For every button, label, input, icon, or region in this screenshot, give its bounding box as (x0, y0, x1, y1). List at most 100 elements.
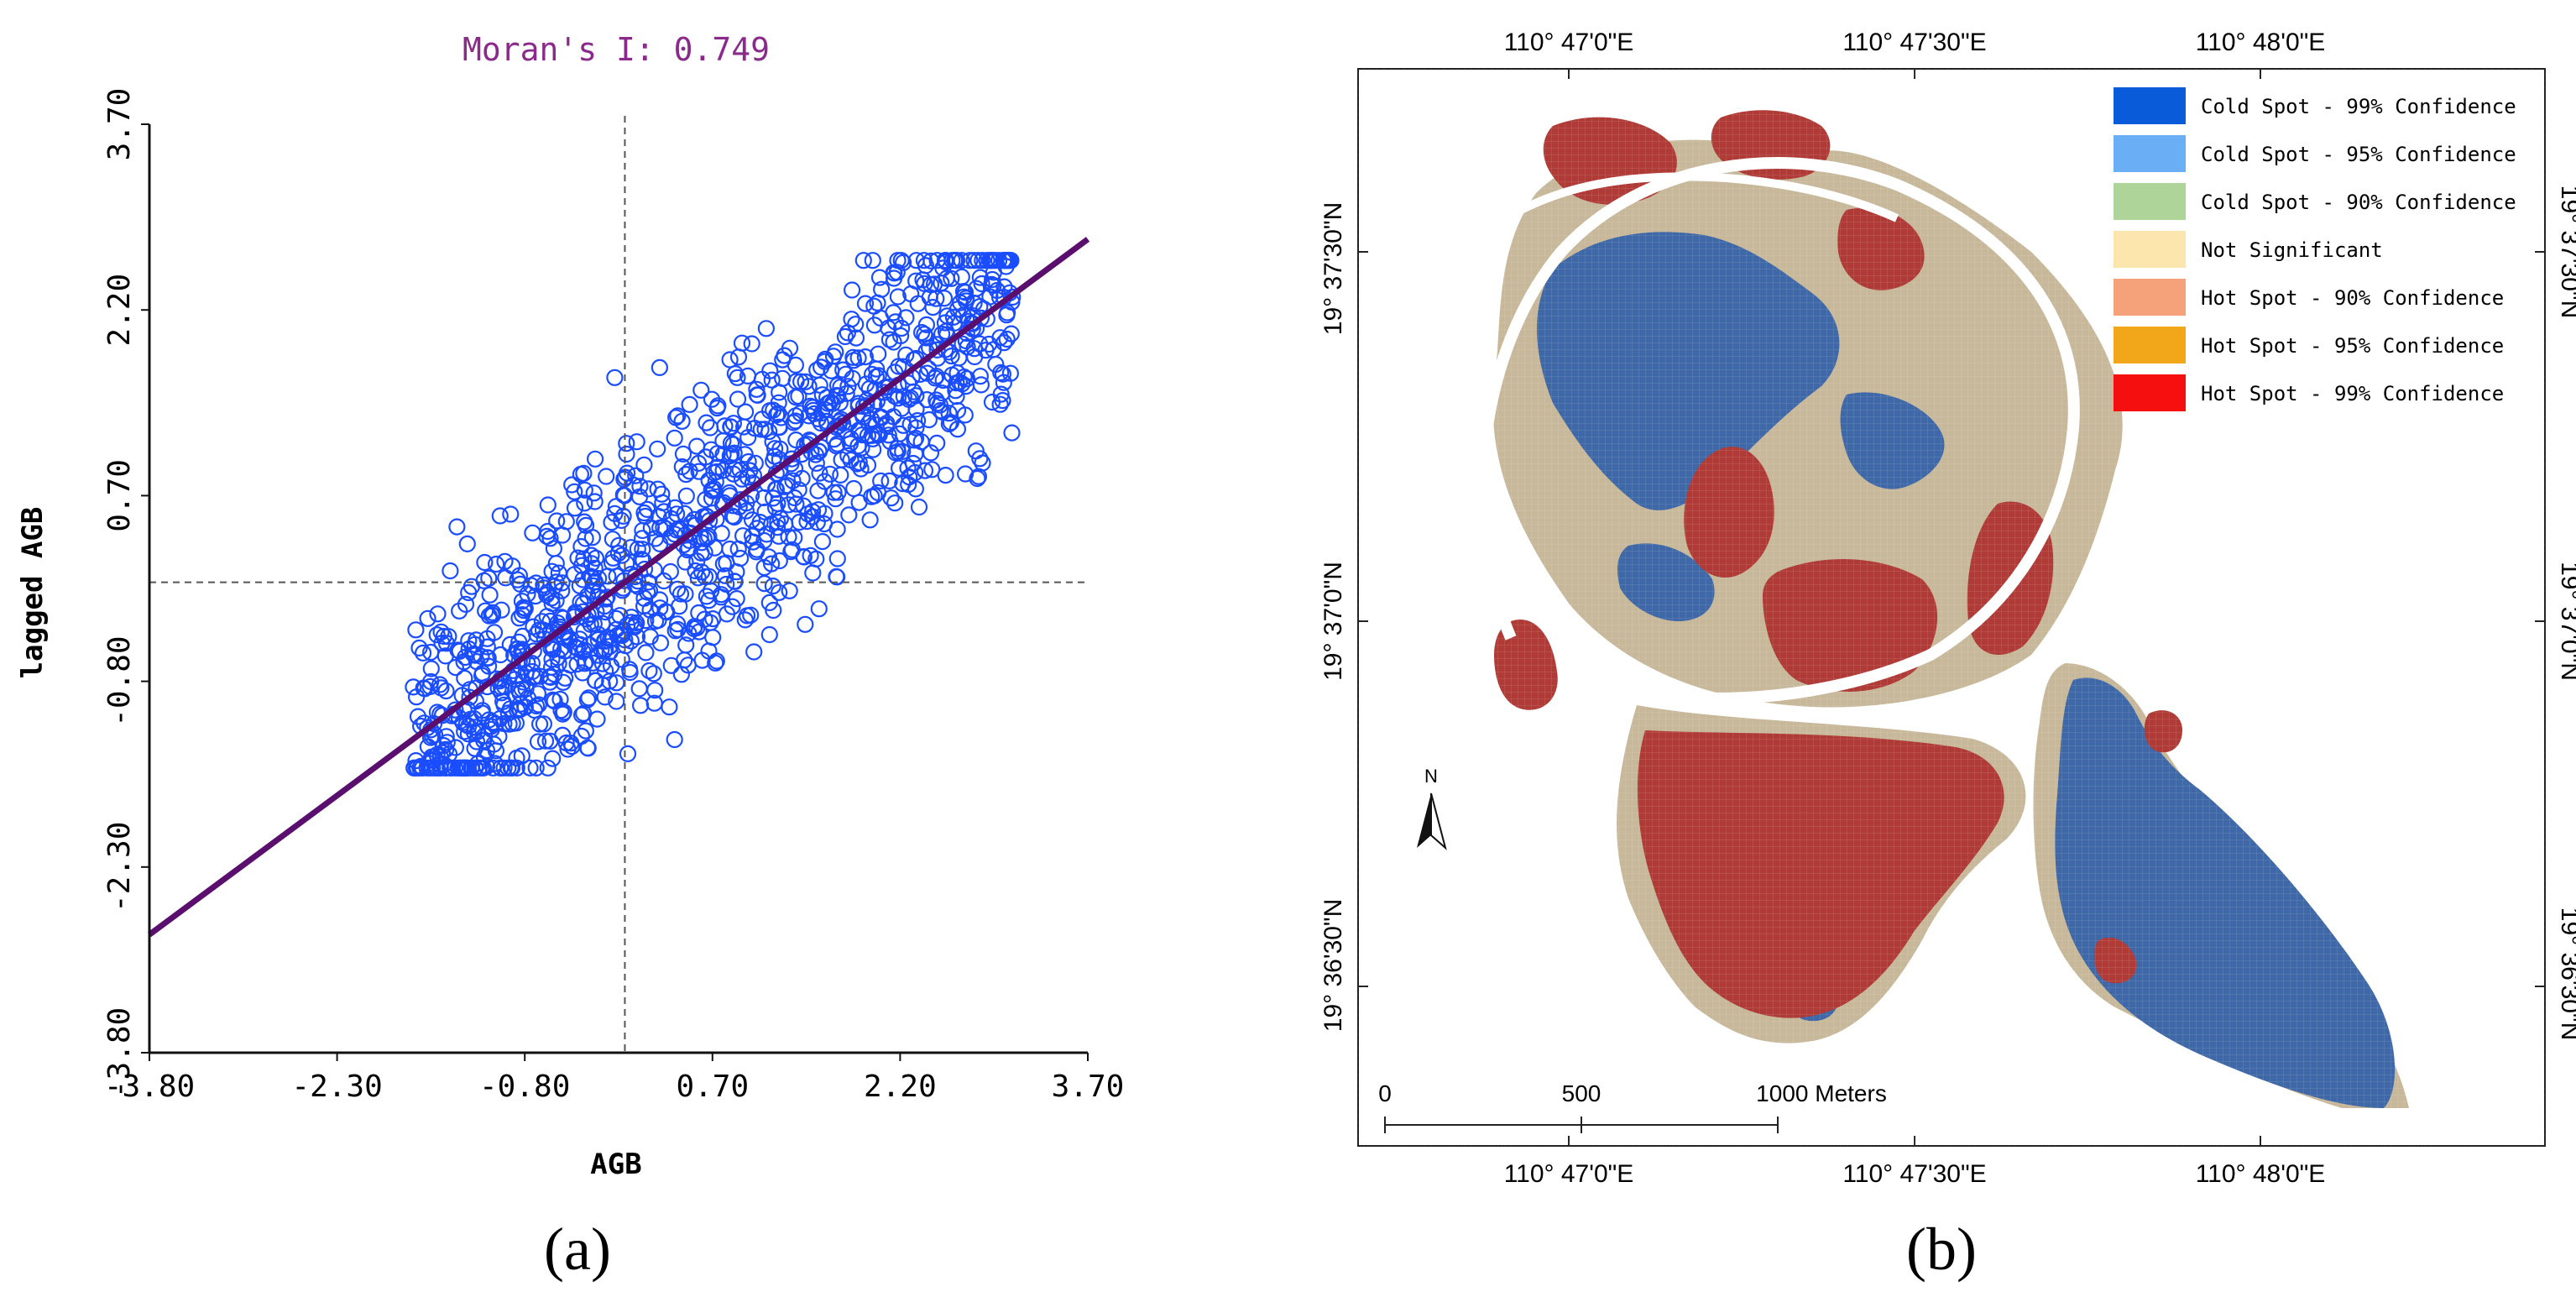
scatter-point (635, 597, 653, 615)
scatter-point (545, 540, 563, 557)
scatter-point (864, 252, 881, 269)
scatter-point (918, 364, 936, 382)
scatter-point (828, 550, 846, 567)
scatter-point (704, 629, 722, 646)
scatter-point (972, 309, 990, 327)
scatter-point (543, 589, 561, 607)
moran-title: Moran's I: 0.749 (462, 31, 770, 68)
x-tick-label: -2.30 (291, 1070, 382, 1104)
scatter-point (998, 330, 1016, 348)
scatter-point (646, 612, 665, 630)
scatter-point (924, 299, 942, 316)
scatter-point (734, 527, 752, 545)
scatter-point (733, 334, 751, 352)
scatter-point (709, 397, 727, 415)
scatter-point (662, 656, 680, 674)
scatter-point (870, 269, 889, 286)
scatter-point (856, 348, 875, 366)
scatter-point (815, 515, 833, 533)
panel-b-hotspot-map: 110° 47'0"E 110° 47'30"E 110° 48'0"E 110… (1319, 29, 2576, 1283)
scatter-point (765, 401, 782, 419)
scatter-point (920, 411, 938, 429)
scatter-point (672, 666, 691, 683)
scatter-point (630, 488, 649, 505)
scatter-point (836, 327, 854, 346)
scatter-point (953, 268, 970, 285)
scatter-point (431, 759, 449, 777)
scatter-point (761, 362, 779, 379)
scatter-point (423, 748, 441, 766)
scatter-point (627, 616, 645, 634)
scatter-point (808, 361, 826, 379)
scatter-point (468, 755, 487, 772)
scatter-point (764, 489, 782, 507)
scatter-point (688, 437, 706, 455)
scatter-point (889, 252, 907, 269)
scatter-point (865, 487, 883, 505)
scatter-point (839, 378, 857, 395)
scatter-point (504, 557, 521, 575)
scatter-point (968, 280, 985, 297)
scatter-point (995, 278, 1013, 295)
scatter-point (501, 700, 520, 718)
top-lon-label: 110° 47'0"E (1504, 29, 1634, 56)
legend-swatch (2114, 183, 2186, 220)
scatter-point (714, 555, 733, 573)
scatter-point (635, 456, 653, 473)
scatter-point (661, 528, 680, 546)
scatter-point (553, 526, 572, 544)
scatter-point (985, 276, 1002, 295)
scatter-point (947, 382, 964, 400)
scatter-point (702, 614, 719, 631)
scatter-point (933, 325, 951, 343)
x-axis-label: AGB (590, 1148, 641, 1181)
scatter-point (603, 514, 620, 531)
scatter-point (933, 403, 952, 421)
y-tick-label: 2.20 (102, 274, 137, 347)
scatter-point (713, 525, 730, 542)
legend-label: Cold Spot - 99% Confidence (2201, 95, 2516, 118)
scatter-point (821, 465, 839, 483)
scatter-point (762, 555, 781, 573)
scatter-point (583, 529, 602, 547)
scatter-point (428, 626, 446, 644)
scatter-point (724, 436, 742, 453)
scatter-point (480, 569, 498, 587)
scatter-point (541, 673, 559, 691)
scatter-point (541, 530, 559, 547)
scatter-point (429, 605, 447, 623)
scatter-point (943, 366, 961, 384)
scatter-point (514, 651, 531, 669)
scatter-point (437, 635, 456, 652)
scatter-point (813, 386, 831, 404)
scatter-point (578, 739, 597, 757)
scatter-point (662, 510, 680, 528)
scatter-point (834, 361, 852, 379)
scatter-point (613, 511, 630, 530)
scatter-point (686, 510, 703, 528)
scatter-point (969, 469, 986, 488)
scatter-point (606, 369, 624, 386)
scatter-point (527, 759, 545, 777)
scatter-point (703, 390, 721, 408)
scatter-point (633, 530, 651, 547)
scatter-point (656, 520, 675, 537)
right-lat-label: 19° 36'30"N (2556, 907, 2576, 1040)
scatter-point (436, 740, 455, 759)
scatter-point (666, 429, 683, 447)
scatter-point (786, 460, 804, 478)
bottom-lon-label: 110° 48'0"E (2196, 1160, 2326, 1188)
scatter-point (681, 395, 698, 413)
top-lon-label: 110° 47'30"E (1842, 29, 1986, 56)
scatter-point (756, 503, 774, 520)
scatter-point (843, 281, 861, 299)
scatter-point (800, 407, 818, 425)
panel-a-label: (a) (544, 1216, 611, 1283)
regression-line (147, 237, 1090, 938)
scatter-point (915, 252, 933, 269)
scatter-point (573, 664, 592, 682)
scatter-point (804, 564, 822, 582)
scatter-point (666, 622, 684, 640)
scatter-point (771, 583, 788, 601)
bottom-lon-label: 110° 47'0"E (1504, 1160, 1634, 1188)
